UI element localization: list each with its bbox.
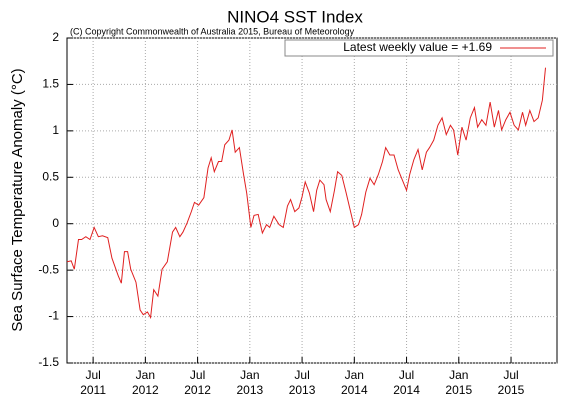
x-tick-label: Jul 2011: [80, 368, 107, 397]
x-tick-label: Jul 2012: [184, 368, 211, 397]
plot-frame: [66, 37, 558, 364]
x-tick-label: Jul 2013: [288, 368, 316, 397]
y-tick-label: 1.5: [42, 77, 59, 91]
y-tick-label: 2: [52, 30, 59, 44]
y-tick-label: 0.5: [42, 169, 59, 183]
y-axis-label: Sea Surface Temperature Anomaly (°C): [9, 68, 26, 331]
y-tick-label: -1: [48, 309, 59, 323]
y-tick-label: -0.5: [38, 262, 59, 276]
data-line: [66, 67, 547, 320]
y-tick-label: 1: [52, 123, 59, 137]
x-tick-label: Jan 2012: [131, 368, 159, 397]
x-tick-label: Jul 2015: [497, 368, 525, 397]
y-tick-label: 0: [52, 216, 59, 230]
subtitle: (C) Copyright Commonwealth of Australia …: [70, 26, 355, 36]
x-tick-label: Jul 2014: [393, 368, 420, 397]
x-tick-label: Jan 2013: [236, 368, 264, 397]
legend-label: Latest weekly value = +1.69: [343, 40, 492, 54]
x-tick-label: Jan 2014: [340, 368, 368, 397]
legend-box: [284, 39, 554, 57]
chart-title: NINO4 SST Index: [227, 7, 363, 26]
x-tick-label: Jan 2015: [445, 368, 473, 397]
y-tick-label: -1.5: [38, 355, 59, 369]
